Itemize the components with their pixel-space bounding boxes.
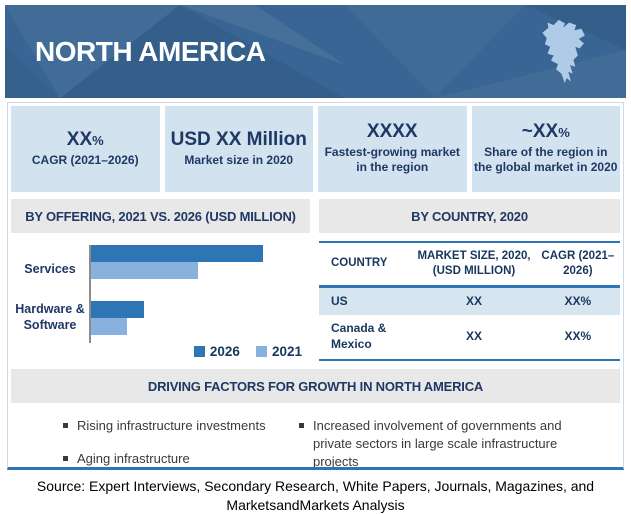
header-band: NORTH AMERICA — [5, 5, 626, 98]
by-offering-title: BY OFFERING, 2021 VS. 2026 (USD MILLION) — [11, 199, 310, 233]
bullet-square-icon — [63, 456, 68, 462]
cell-country: Canada & Mexico — [331, 321, 387, 352]
table-row-canada-mexico: Canada & Mexico XX XX% — [319, 315, 620, 360]
stat-cagr-value: XX% — [66, 128, 104, 150]
bullet-square-icon — [299, 423, 304, 428]
legend-item-2021: 2021 — [255, 344, 302, 359]
legend-swatch-2021 — [255, 346, 267, 357]
column-header-country: COUNTRY — [331, 257, 388, 270]
stat-cagr-label: CAGR (2021–2026) — [31, 152, 139, 167]
stat-cagr: XX% CAGR (2021–2026) — [11, 106, 160, 192]
bullet-column-left: Rising infrastructure investments Aging … — [63, 417, 295, 467]
cell-market-size: XX — [465, 329, 482, 344]
bar-hardware-software-2026 — [91, 301, 144, 318]
by-country-panel: BY COUNTRY, 2020 COUNTRY MARKET SIZE, 20… — [319, 199, 620, 361]
cell-country: US — [331, 293, 348, 308]
stat-boxes-row: XX% CAGR (2021–2026) USD XX Million Mark… — [11, 106, 620, 192]
geometric-facets-decoration — [5, 5, 626, 98]
cell-cagr: XX% — [564, 329, 592, 344]
stat-region-share-value: ~XX% — [521, 120, 570, 142]
column-header-market-size: MARKET SIZE, 2020, (USD MILLION) — [417, 250, 531, 277]
stat-fastest-market-label: Fastest-growing market in the region — [324, 144, 460, 175]
list-item: Rising infrastructure investments — [63, 417, 295, 435]
chart-legend: 2026 2021 — [193, 344, 302, 359]
stat-market-size: USD XX Million Market size in 2020 — [164, 106, 313, 192]
bullet-text: Rising infrastructure investments — [77, 418, 266, 433]
stat-fastest-market-value: XXXX — [366, 120, 418, 142]
stat-fastest-market: XXXX Fastest-growing market in the regio… — [318, 106, 467, 192]
bar-hardware-software-2021 — [91, 318, 127, 335]
bullet-text: Aging infrastructure — [77, 451, 190, 467]
driving-factors-bullets: Rising infrastructure investments Aging … — [11, 403, 620, 470]
stat-market-size-label: Market size in 2020 — [184, 152, 294, 167]
by-offering-bar-chart: Services Hardware & Software 2026 — [11, 233, 310, 361]
driving-factors-title: DRIVING FACTORS FOR GROWTH IN NORTH AMER… — [11, 369, 620, 403]
cell-cagr: XX% — [564, 293, 592, 308]
north-america-map-icon — [542, 19, 585, 84]
table-row-us: US XX XX% — [319, 286, 620, 316]
chart-plot-area — [89, 245, 294, 343]
bullet-square-icon — [63, 423, 68, 428]
country-table-header-row: COUNTRY MARKET SIZE, 2020, (USD MILLION)… — [319, 242, 620, 287]
legend-swatch-2026 — [193, 346, 205, 357]
stat-region-share-label: Share of the region in the global market… — [474, 144, 618, 175]
by-country-title: BY COUNTRY, 2020 — [319, 199, 620, 233]
stat-region-share: ~XX% Share of the region in the global m… — [471, 106, 620, 192]
legend-label-2026: 2026 — [209, 344, 240, 359]
category-label-services: Services — [24, 262, 76, 276]
legend-label-2021: 2021 — [271, 344, 302, 359]
list-item: Aging infrastructure — [63, 450, 295, 467]
by-offering-panel: BY OFFERING, 2021 VS. 2026 (USD MILLION)… — [11, 199, 310, 361]
cell-market-size: XX — [465, 293, 482, 308]
panels-row: BY OFFERING, 2021 VS. 2026 (USD MILLION)… — [11, 199, 620, 361]
column-header-cagr: CAGR (2021–2026) — [541, 250, 615, 277]
bullet-text: Increased involvement of governments and… — [313, 418, 562, 470]
bar-services-2026 — [91, 245, 263, 262]
source-attribution: Source: Expert Interviews, Secondary Res… — [0, 477, 631, 514]
driving-factors-section: DRIVING FACTORS FOR GROWTH IN NORTH AMER… — [11, 369, 620, 470]
stat-market-size-value: USD XX Million — [170, 128, 307, 150]
category-label-hardware-software: Hardware & Software — [15, 302, 85, 333]
content-panel: XX% CAGR (2021–2026) USD XX Million Mark… — [7, 102, 624, 470]
list-item: Increased involvement of governments and… — [299, 417, 595, 470]
bullet-column-right: Increased involvement of governments and… — [295, 417, 595, 470]
country-table: COUNTRY MARKET SIZE, 2020, (USD MILLION)… — [319, 241, 620, 361]
bar-services-2021 — [91, 262, 198, 279]
source-text: Source: Expert Interviews, Secondary Res… — [36, 478, 595, 513]
page-title: NORTH AMERICA — [35, 35, 266, 67]
legend-item-2026: 2026 — [193, 344, 240, 359]
